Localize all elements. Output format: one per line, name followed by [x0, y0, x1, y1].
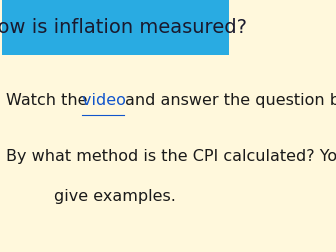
Text: video: video	[82, 93, 131, 108]
Text: give examples.: give examples.	[54, 189, 176, 204]
Text: How is inflation measured?: How is inflation measured?	[0, 18, 247, 37]
Text: By what method is the CPI calculated? You m: By what method is the CPI calculated? Yo…	[6, 149, 336, 164]
Text: Watch the: Watch the	[6, 93, 93, 108]
FancyBboxPatch shape	[2, 0, 229, 55]
Text: and answer the question be: and answer the question be	[125, 93, 336, 108]
